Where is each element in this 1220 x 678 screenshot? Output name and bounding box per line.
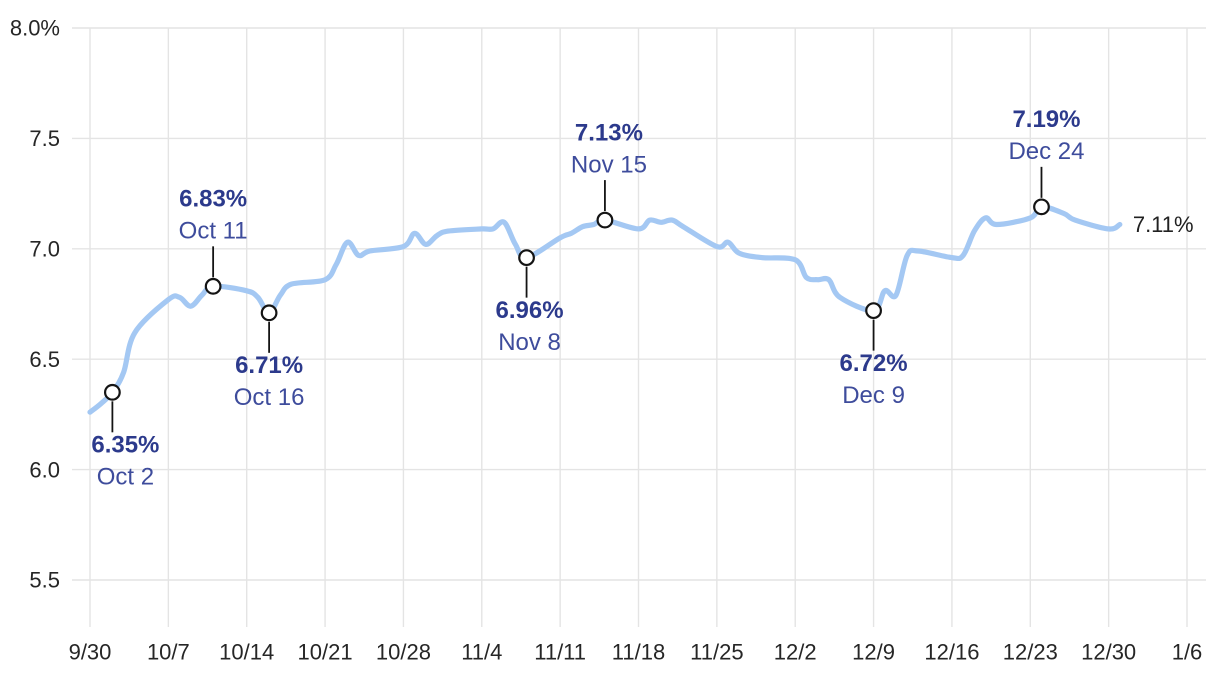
gridlines [72, 27, 1206, 627]
annotation-date-label: Nov 15 [571, 151, 647, 178]
annotation-value-label: 7.19% [1012, 106, 1080, 133]
x-axis-tick-label: 9/30 [69, 640, 112, 665]
annotation-value-label: 7.13% [575, 119, 643, 146]
annotations: 6.35% Oct 2 6.83% Oct 11 6.71% Oct 16 6.96% Nov… [91, 106, 1193, 490]
annotation-oct-2: 6.35% Oct 2 [91, 383, 159, 491]
x-axis-tick-label: 12/16 [924, 640, 979, 665]
annotation-value-label: 6.35% [91, 432, 159, 459]
x-axis-tick-label: 10/14 [219, 640, 274, 665]
x-axis-tick-label: 11/4 [461, 640, 502, 665]
data-point-marker[interactable] [865, 302, 882, 320]
y-axis-tick-label: 5.5 [29, 568, 60, 593]
x-axis-tick-label: 10/7 [147, 640, 190, 665]
annotation-date-label: Oct 11 [179, 218, 248, 245]
annotation-oct-11: 6.83% Oct 11 [179, 186, 248, 295]
rate-line [87, 204, 1123, 415]
data-point-marker[interactable] [103, 383, 121, 401]
data-point-marker[interactable] [596, 211, 614, 229]
rate-line-series [87, 204, 1123, 415]
x-axis-tick-label: 12/9 [852, 640, 895, 665]
x-axis-tick-label: 10/21 [298, 640, 353, 665]
y-axis-tick-label: 6.0 [29, 457, 60, 482]
data-point-marker[interactable] [260, 304, 278, 322]
annotation-oct-16: 6.71% Oct 16 [234, 304, 305, 411]
annotation-nov-15: 7.13% Nov 15 [571, 119, 647, 229]
annotation-date-label: Dec 24 [1008, 138, 1084, 165]
annotation-value-label: 6.72% [840, 350, 908, 377]
x-axis-tick-label: 11/11 [534, 640, 586, 665]
annotation-date-label: Oct 16 [234, 384, 305, 411]
x-axis-tick-label: 1/6 [1172, 640, 1203, 665]
y-axis-tick-label: 7.5 [29, 126, 60, 151]
annotation-date-label: Oct 2 [97, 464, 154, 491]
annotation-date-label: Nov 8 [498, 329, 561, 356]
x-axis-tick-label: 11/25 [690, 640, 743, 665]
annotation-date-label: Dec 9 [842, 382, 905, 409]
annotation-value-label: 6.71% [235, 352, 303, 379]
axis-labels: 8.0% 7.5 7.0 6.5 6.0 5.5 9/30 10/7 10/14 10/21 10/… [10, 16, 1202, 665]
data-point-marker[interactable] [518, 249, 535, 267]
y-axis-tick-label: 8.0% [10, 16, 60, 41]
latest-value-label: 7.11% [1133, 212, 1194, 237]
y-axis-tick-label: 6.5 [29, 347, 60, 372]
x-axis-tick-label: 12/23 [1003, 640, 1058, 665]
annotation-value-label: 6.83% [179, 186, 247, 213]
x-axis-tick-label: 12/30 [1081, 640, 1136, 665]
data-point-marker[interactable] [1033, 198, 1050, 216]
x-axis-tick-label: 11/18 [612, 640, 665, 665]
annotation-dec-9: 6.72% Dec 9 [840, 302, 908, 409]
x-axis-tick-label: 12/2 [774, 640, 817, 665]
y-axis-tick-label: 7.0 [29, 237, 60, 262]
annotation-value-label: 6.96% [496, 297, 564, 324]
annotation-dec-24: 7.19% Dec 24 [1008, 106, 1085, 216]
x-axis-tick-label: 10/28 [376, 640, 431, 665]
annotation-nov-8: 6.96% Nov 8 [496, 249, 564, 356]
data-point-marker[interactable] [204, 277, 222, 295]
